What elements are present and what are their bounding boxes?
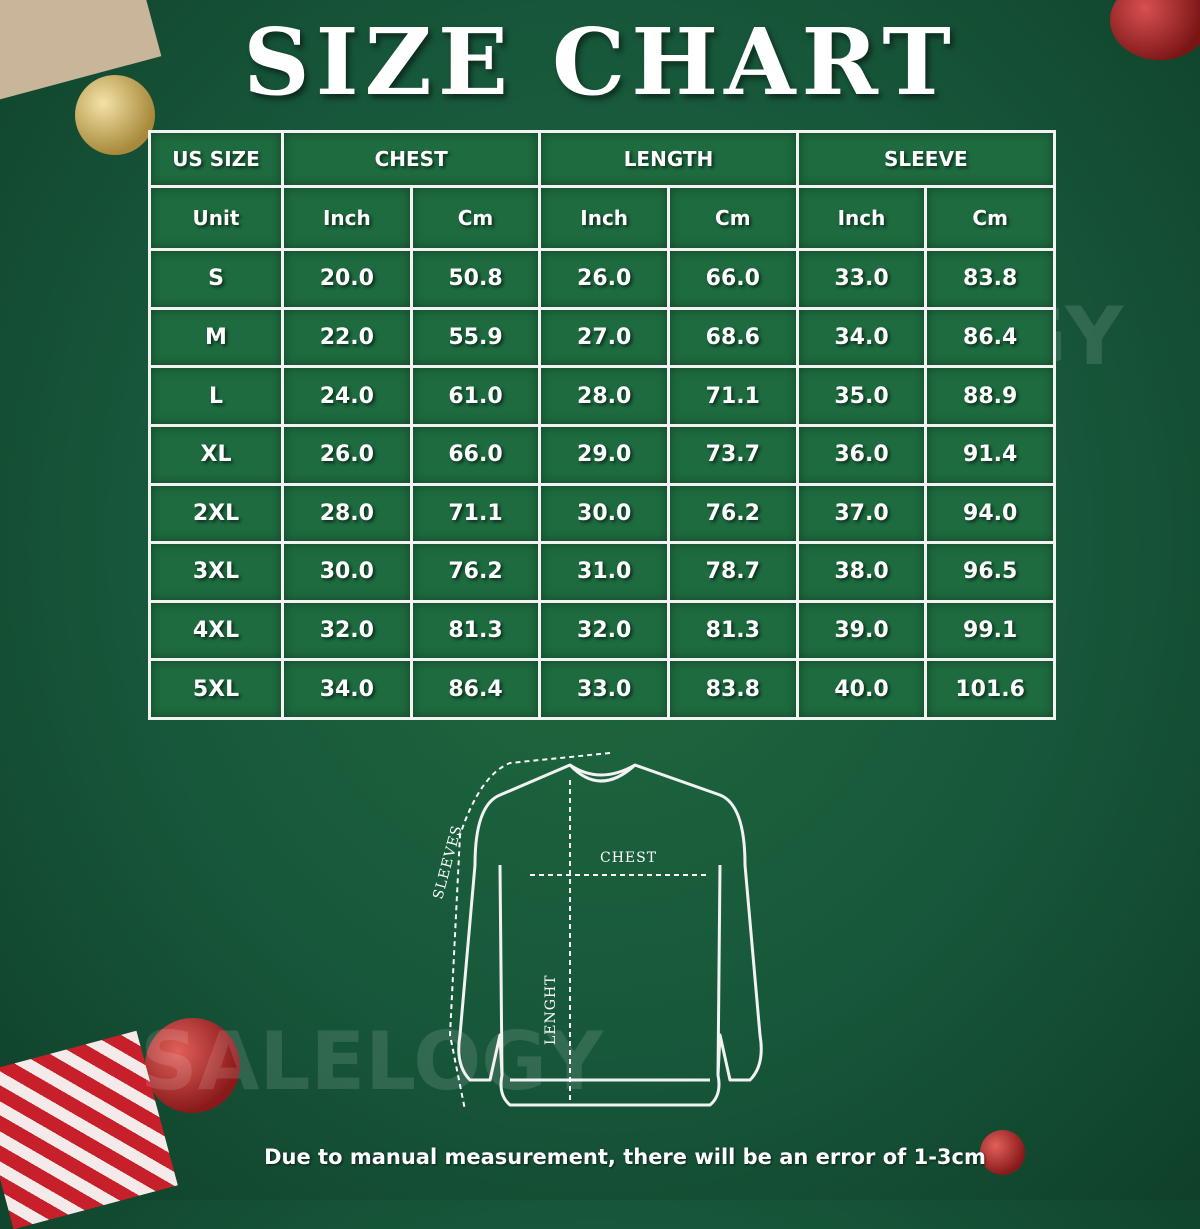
value-cell: 28.0 <box>284 485 410 542</box>
ornament-red <box>145 1018 240 1113</box>
value-cell: 33.0 <box>798 251 925 307</box>
header-sleeve: SLEEVE <box>798 133 1053 185</box>
value-cell: 99.1 <box>927 602 1053 659</box>
value-cell: 26.0 <box>284 426 410 483</box>
value-cell: 83.8 <box>669 661 796 717</box>
value-cell: 34.0 <box>284 661 410 717</box>
value-cell: 20.0 <box>284 251 410 307</box>
ornament-red <box>980 1130 1025 1175</box>
value-cell: 94.0 <box>927 485 1053 542</box>
watermark: SALELOGY <box>140 1015 604 1108</box>
page-title: SIZE CHART <box>243 8 957 116</box>
value-cell: 76.2 <box>412 544 539 600</box>
value-cell: 78.7 <box>669 544 796 600</box>
value-cell: 81.3 <box>669 602 796 659</box>
header-us-size: US SIZE <box>151 133 281 185</box>
value-cell: 71.1 <box>412 485 539 542</box>
unit-cell: Cm <box>412 188 539 248</box>
sweater-body <box>457 763 763 1107</box>
header-length: LENGTH <box>541 133 796 185</box>
value-cell: 71.1 <box>669 368 796 424</box>
value-cell: 22.0 <box>284 309 410 366</box>
value-cell: 32.0 <box>541 602 667 659</box>
size-label: M <box>151 309 281 366</box>
value-cell: 34.0 <box>798 309 925 366</box>
measurement-note: Due to manual measurement, there will be… <box>264 1145 986 1169</box>
value-cell: 40.0 <box>798 661 925 717</box>
value-cell: 32.0 <box>284 602 410 659</box>
value-cell: 30.0 <box>541 485 667 542</box>
value-cell: 37.0 <box>798 485 925 542</box>
size-label: L <box>151 368 281 424</box>
size-label: 4XL <box>151 602 281 659</box>
value-cell: 61.0 <box>412 368 539 424</box>
value-cell: 36.0 <box>798 426 925 483</box>
value-cell: 39.0 <box>798 602 925 659</box>
value-cell: 86.4 <box>412 661 539 717</box>
unit-cell: Cm <box>927 188 1053 248</box>
size-label: 5XL <box>151 661 281 717</box>
chest-label: CHEST <box>600 850 657 866</box>
value-cell: 55.9 <box>412 309 539 366</box>
value-cell: 27.0 <box>541 309 667 366</box>
value-cell: 30.0 <box>284 544 410 600</box>
value-cell: 33.0 <box>541 661 667 717</box>
value-cell: 26.0 <box>541 251 667 307</box>
unit-cell: Unit <box>151 188 281 248</box>
length-label: LENGHT <box>543 975 559 1046</box>
value-cell: 96.5 <box>927 544 1053 600</box>
value-cell: 66.0 <box>669 251 796 307</box>
sleeve-measure-line <box>448 752 611 1111</box>
value-cell: 86.4 <box>927 309 1053 366</box>
value-cell: 28.0 <box>541 368 667 424</box>
value-cell: 66.0 <box>412 426 539 483</box>
size-label: S <box>151 251 281 307</box>
value-cell: 81.3 <box>412 602 539 659</box>
sleeves-label: SLEEVES <box>430 823 465 901</box>
ornament-gold <box>75 75 155 155</box>
value-cell: 38.0 <box>798 544 925 600</box>
unit-cell: Inch <box>798 188 925 248</box>
size-table: US SIZE CHEST LENGTH SLEEVE Unit Inch Cm Inch Cm… <box>148 130 1056 720</box>
unit-cell: Cm <box>669 188 796 248</box>
value-cell: 35.0 <box>798 368 925 424</box>
value-cell: 68.6 <box>669 309 796 366</box>
value-cell: 29.0 <box>541 426 667 483</box>
value-cell: 91.4 <box>927 426 1053 483</box>
value-cell: 76.2 <box>669 485 796 542</box>
size-label: 2XL <box>151 485 281 542</box>
size-label: 3XL <box>151 544 281 600</box>
value-cell: 50.8 <box>412 251 539 307</box>
value-cell: 88.9 <box>927 368 1053 424</box>
size-label: XL <box>151 426 281 483</box>
value-cell: 73.7 <box>669 426 796 483</box>
sweater-diagram: CHEST LENGHT SLEEVES <box>430 752 763 1111</box>
unit-cell: Inch <box>284 188 410 248</box>
unit-cell: Inch <box>541 188 667 248</box>
value-cell: 24.0 <box>284 368 410 424</box>
value-cell: 83.8 <box>927 251 1053 307</box>
value-cell: 31.0 <box>541 544 667 600</box>
header-chest: CHEST <box>284 133 539 185</box>
value-cell: 101.6 <box>927 661 1053 717</box>
